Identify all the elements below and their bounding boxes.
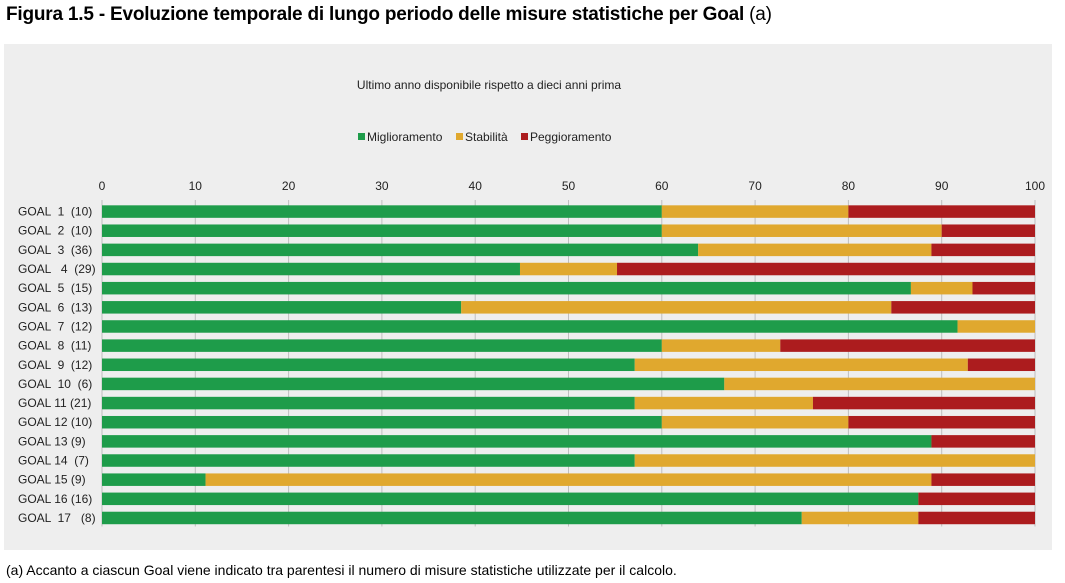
bar-segment [812, 396, 1035, 410]
bar-segment [661, 224, 942, 237]
bar-segment [102, 358, 635, 372]
bar-segment [801, 511, 919, 525]
bar-segment [634, 358, 968, 372]
category-label: GOAL 3 (36) [18, 243, 92, 257]
legend-swatch [358, 133, 365, 140]
category-label: GOAL 6 (13) [18, 300, 92, 314]
bar-segment [957, 320, 1035, 333]
bar-segment [102, 396, 635, 410]
bar-segment [972, 281, 1035, 295]
bar-segment [967, 358, 1035, 372]
category-label: GOAL 15 (9) [18, 473, 86, 487]
bar-segment [634, 396, 813, 410]
chart-subtitle: Ultimo anno disponibile rispetto a dieci… [357, 78, 621, 92]
legend-swatch [456, 133, 463, 140]
x-tick-label: 80 [842, 179, 856, 193]
x-tick-label: 20 [282, 179, 296, 193]
bar-segment [941, 224, 1035, 237]
category-label: GOAL 2 (10) [18, 224, 92, 238]
legend: Miglioramento Stabilità Peggioramento [358, 130, 612, 144]
figure-title-suffix: (a) [749, 4, 772, 25]
bar-segment [102, 435, 932, 448]
chart-panel: Ultimo anno disponibile rispetto a dieci… [4, 44, 1052, 550]
bar-segment [724, 377, 1035, 391]
x-tick-label: 60 [655, 179, 669, 193]
bar-segment [617, 262, 1035, 276]
legend-label: Stabilità [465, 130, 508, 144]
bar-segment [102, 339, 662, 352]
category-label: GOAL 13 (9) [18, 434, 86, 448]
bar-segment [931, 473, 1035, 486]
bar-segment [931, 243, 1035, 257]
category-label: GOAL 14 (7) [18, 454, 89, 468]
bar-segment [102, 301, 462, 314]
bar-segment [931, 435, 1035, 448]
bar-segment [519, 262, 618, 276]
x-tick-label: 70 [748, 179, 762, 193]
legend-label: Peggioramento [530, 130, 612, 144]
bar-segment [461, 301, 892, 314]
x-tick-label: 0 [99, 179, 106, 193]
bar-segment [102, 262, 520, 276]
figure-title: Figura 1.5 - Evoluzione temporale di lun… [6, 4, 772, 26]
y-axis-labels: GOAL 1 (10) GOAL 2 (10) GOAL 3 (36) GOAL 4 … [18, 205, 96, 525]
bar-segment [102, 281, 911, 295]
stacked-bar-chart: Ultimo anno disponibile rispetto a dieci… [18, 78, 1046, 527]
category-label: GOAL 16 (16) [18, 492, 92, 506]
bar-segment [205, 473, 932, 486]
category-label: GOAL 11 (21) [18, 396, 91, 410]
bar-segment [102, 224, 662, 237]
x-tick-label: 100 [1025, 179, 1045, 193]
bar-segment [661, 339, 781, 352]
bars [102, 205, 1035, 525]
category-label: GOAL 4 (29) [18, 262, 96, 276]
bar-segment [891, 301, 1035, 314]
bar-segment [102, 320, 958, 333]
bar-segment [918, 492, 1035, 506]
bar-segment [102, 473, 206, 486]
bar-segment [780, 339, 1035, 352]
bar-segment [661, 205, 849, 218]
category-label: GOAL 5 (15) [18, 281, 92, 295]
category-label: GOAL 9 (12) [18, 358, 92, 372]
bar-segment [102, 205, 662, 218]
bar-segment [848, 205, 1035, 218]
x-tick-label: 10 [189, 179, 203, 193]
bar-segment [102, 415, 662, 429]
category-label: GOAL 10 (6) [18, 377, 92, 391]
x-axis-ticks: 0 10 20 30 40 50 60 70 80 90 100 [99, 179, 1046, 193]
legend-label: Miglioramento [367, 130, 443, 144]
category-label: GOAL 1 (10) [18, 205, 92, 219]
x-tick-label: 90 [935, 179, 949, 193]
legend-swatch [521, 133, 528, 140]
bar-segment [102, 243, 699, 257]
bar-segment [910, 281, 973, 295]
category-label: GOAL 17 (8) [18, 511, 96, 525]
bar-segment [918, 511, 1035, 525]
bar-segment [102, 377, 725, 391]
x-tick-label: 50 [562, 179, 576, 193]
category-label: GOAL 12 (10) [18, 415, 92, 429]
category-label: GOAL 7 (12) [18, 319, 92, 333]
bar-segment [102, 511, 802, 525]
bar-segment [661, 415, 849, 429]
bar-segment [102, 454, 635, 467]
bar-segment [698, 243, 932, 257]
footnote: (a) Accanto a ciascun Goal viene indicat… [6, 562, 677, 578]
figure-title-main: Figura 1.5 - Evoluzione temporale di lun… [6, 4, 745, 25]
category-label: GOAL 8 (11) [18, 339, 91, 353]
bar-segment [634, 454, 1035, 467]
bar-segment [102, 492, 919, 506]
bar-segment [848, 415, 1035, 429]
x-tick-label: 40 [469, 179, 483, 193]
x-tick-label: 30 [375, 179, 389, 193]
